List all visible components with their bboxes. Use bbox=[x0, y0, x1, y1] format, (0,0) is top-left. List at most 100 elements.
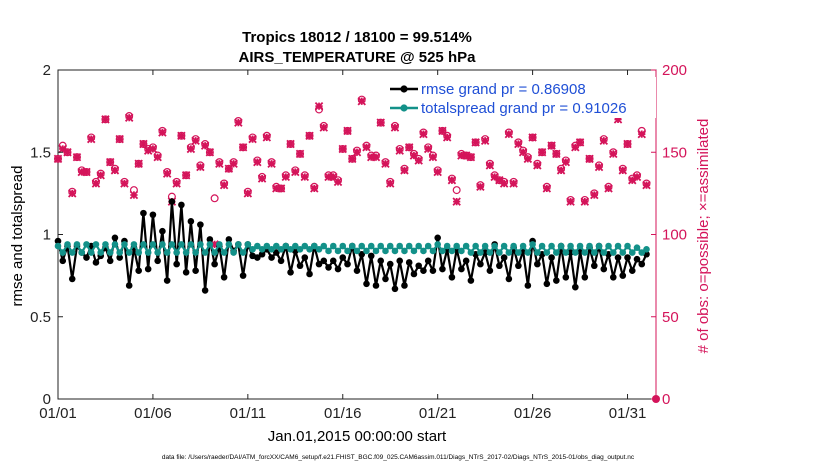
y-axis-left-label: rmse and totalspread bbox=[9, 166, 26, 307]
totalspread-point bbox=[130, 241, 138, 248]
rmse-point bbox=[358, 250, 366, 258]
x-tick-label: 01/01 bbox=[39, 405, 77, 422]
rmse-point bbox=[628, 267, 636, 274]
obs-assimilated-point bbox=[409, 151, 419, 160]
rmse-point bbox=[225, 236, 233, 243]
rmse-point bbox=[382, 275, 389, 283]
totalspread-point bbox=[73, 241, 81, 248]
rmse-point bbox=[239, 272, 247, 279]
totalspread-point bbox=[586, 242, 593, 250]
totalspread-point bbox=[614, 242, 622, 250]
y-left-tick-label: 1 bbox=[43, 227, 51, 244]
totalspread-point bbox=[557, 242, 565, 250]
rmse-point bbox=[68, 275, 76, 283]
totalspread-point bbox=[377, 242, 385, 250]
totalspread-point bbox=[182, 249, 190, 256]
rmse-point bbox=[567, 249, 574, 256]
obs-assimilated-point bbox=[77, 167, 86, 177]
totalspread-point bbox=[524, 249, 532, 256]
obs-assimilated-point bbox=[552, 149, 561, 159]
x-tick-label: 01/06 bbox=[134, 405, 172, 422]
obs-assimilated-point bbox=[447, 175, 457, 185]
legend-spread-marker bbox=[400, 104, 408, 112]
rmse-point bbox=[306, 270, 313, 278]
totalspread-point bbox=[277, 246, 285, 253]
obs-assimilated-point bbox=[200, 141, 210, 150]
legend-rmse-label: rmse grand pr = 0.86908 bbox=[421, 81, 586, 98]
obs-assimilated-point bbox=[428, 152, 438, 162]
obs-assimilated-point bbox=[395, 146, 404, 155]
obs-assimilated-point bbox=[599, 136, 609, 145]
totalspread-point bbox=[211, 249, 218, 256]
rmse-point bbox=[572, 283, 579, 291]
obs-assimilated-point bbox=[575, 138, 585, 147]
rmse-point bbox=[254, 254, 261, 261]
obs-assimilated-point bbox=[82, 167, 91, 177]
obs-assimilated-point bbox=[129, 190, 139, 200]
rmse-point bbox=[211, 260, 218, 268]
rmse-point bbox=[144, 265, 152, 273]
rmse-point bbox=[187, 218, 195, 225]
obs-assimilated-point bbox=[628, 175, 637, 185]
rmse-point bbox=[54, 237, 62, 245]
totalspread-point bbox=[201, 249, 209, 256]
obs-assimilated-point bbox=[329, 172, 338, 182]
totalspread-point bbox=[363, 247, 370, 255]
rmse-point bbox=[83, 254, 90, 261]
rmse-point bbox=[591, 262, 598, 270]
obs-assimilated-point bbox=[642, 180, 651, 190]
obs-assimilated-point bbox=[404, 143, 414, 152]
totalspread-point bbox=[462, 242, 470, 250]
obs-assimilated-point bbox=[509, 179, 518, 188]
totalspread-point bbox=[220, 249, 228, 256]
x-tick-label: 01/11 bbox=[230, 405, 266, 422]
obs-assimilated-point bbox=[224, 164, 234, 173]
totalspread-point bbox=[296, 246, 304, 253]
obs-assimilated-point bbox=[442, 133, 452, 142]
totalspread-point bbox=[538, 242, 546, 250]
rmse-point bbox=[429, 267, 437, 274]
totalspread-point bbox=[149, 241, 157, 248]
x-axis-ticks: 01/01 01/06 01/11 01/16 01/21 01/26 01/31 bbox=[39, 70, 646, 422]
obs-assimilated-point bbox=[490, 172, 499, 182]
totalspread-point bbox=[491, 242, 498, 250]
totalspread-point bbox=[306, 246, 313, 253]
rmse-point bbox=[534, 260, 541, 268]
rmse-point bbox=[201, 287, 209, 294]
totalspread-point bbox=[391, 247, 399, 255]
totalspread-point bbox=[605, 242, 612, 250]
totalspread-point bbox=[59, 249, 67, 256]
obs-assimilated-point bbox=[400, 166, 409, 175]
rmse-point bbox=[543, 280, 551, 288]
obs-assimilated-point bbox=[438, 126, 447, 136]
obs-assimilated-point bbox=[158, 128, 167, 137]
totalspread-point bbox=[515, 249, 522, 256]
rmse-point bbox=[258, 250, 266, 258]
obs-assimilated-point bbox=[238, 143, 248, 152]
totalspread-point bbox=[325, 247, 332, 255]
totalspread-point bbox=[334, 247, 342, 255]
obs-assimilated-point bbox=[253, 157, 262, 167]
rmse-point bbox=[178, 201, 185, 209]
rmse-point bbox=[448, 273, 456, 281]
rmse-point bbox=[329, 257, 337, 265]
obs-assimilated-point bbox=[604, 184, 613, 193]
rmse-point bbox=[159, 227, 166, 235]
obs-assimilated-point bbox=[348, 154, 357, 164]
rmse-point bbox=[111, 234, 119, 242]
totalspread-point bbox=[510, 242, 517, 250]
totalspread-point bbox=[92, 241, 100, 248]
totalspread-point bbox=[244, 241, 252, 248]
obs-assimilated-point bbox=[461, 151, 471, 160]
totalspread-point bbox=[102, 241, 109, 248]
rmse-point bbox=[163, 277, 171, 284]
totalspread-point bbox=[548, 242, 555, 250]
rmse-point bbox=[481, 249, 489, 256]
rmse-point bbox=[600, 265, 608, 273]
chart-title-line-2: AIRS_TEMPERATURE @ 525 hPa bbox=[239, 49, 477, 66]
totalspread-point bbox=[458, 247, 465, 255]
obs-assimilated-point bbox=[385, 179, 395, 188]
obs-assimilated-point bbox=[310, 184, 319, 193]
chart-title-line-1: Tropics 18012 / 18100 = 99.514% bbox=[242, 29, 472, 46]
totalspread-point bbox=[239, 249, 247, 256]
